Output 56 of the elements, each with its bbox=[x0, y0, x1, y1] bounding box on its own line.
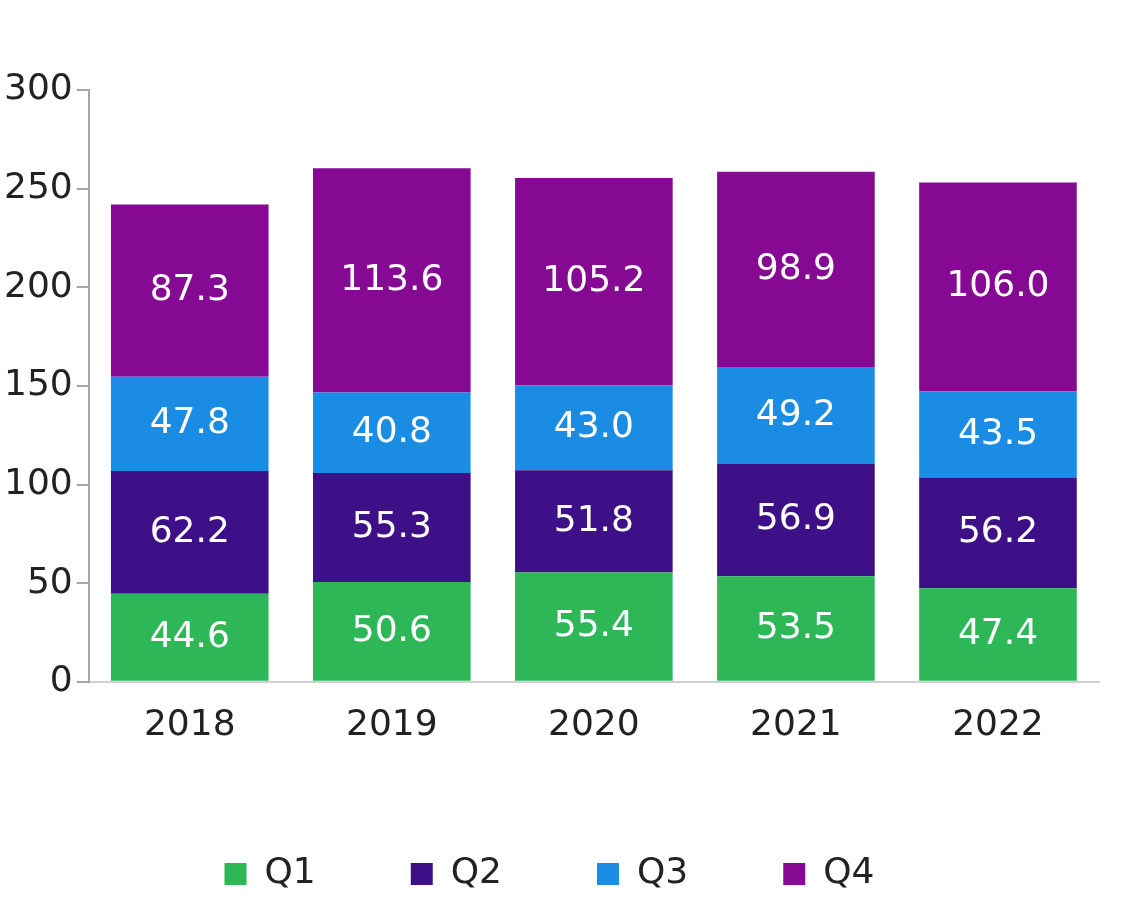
legend-label: Q3 bbox=[637, 850, 689, 892]
data-label: 56.9 bbox=[755, 496, 836, 538]
data-label: 44.6 bbox=[149, 613, 230, 655]
bar bbox=[515, 177, 673, 386]
bar bbox=[717, 464, 875, 577]
x-tick-label: 2022 bbox=[952, 701, 1044, 743]
data-label: 43.5 bbox=[957, 410, 1039, 452]
bar bbox=[515, 572, 673, 681]
bar bbox=[919, 182, 1077, 392]
data-label: 40.8 bbox=[351, 409, 432, 451]
bar bbox=[313, 581, 471, 681]
y-tick-label: 250 bbox=[3, 164, 73, 206]
bar bbox=[110, 204, 269, 377]
data-label: 106.0 bbox=[946, 263, 1050, 305]
bar bbox=[110, 593, 269, 681]
data-label: 51.8 bbox=[553, 497, 634, 539]
bar bbox=[717, 366, 875, 465]
x-tick-label: 2018 bbox=[143, 701, 236, 743]
bar bbox=[313, 392, 471, 473]
data-label: 105.2 bbox=[542, 258, 646, 300]
y-tick-label: 150 bbox=[3, 362, 73, 404]
y-tick-label: 300 bbox=[3, 66, 73, 108]
data-label: 50.6 bbox=[351, 607, 432, 649]
x-tick-label: 2020 bbox=[548, 701, 640, 743]
data-label: 55.4 bbox=[553, 603, 634, 645]
y-tick-label: 0 bbox=[49, 658, 73, 700]
data-label: 47.4 bbox=[957, 610, 1039, 652]
data-label: 55.3 bbox=[351, 503, 432, 545]
legend-label: Q4 bbox=[823, 850, 875, 892]
data-label: 49.2 bbox=[755, 391, 836, 433]
data-label: 53.5 bbox=[755, 604, 836, 646]
bar bbox=[313, 168, 471, 393]
y-tick-label: 50 bbox=[26, 559, 73, 601]
legend-label: Q1 bbox=[264, 850, 316, 892]
bar bbox=[515, 385, 673, 471]
legend-label: Q2 bbox=[450, 850, 503, 892]
y-tick-label: 100 bbox=[3, 460, 73, 502]
data-label: 62.2 bbox=[149, 508, 230, 550]
bar bbox=[919, 391, 1077, 478]
data-label: 47.8 bbox=[149, 400, 230, 442]
data-label: 56.2 bbox=[957, 509, 1039, 551]
bar bbox=[717, 576, 875, 681]
data-label: 113.6 bbox=[340, 256, 444, 298]
bar bbox=[110, 471, 269, 594]
bar bbox=[919, 588, 1077, 681]
x-tick-label: 2019 bbox=[345, 701, 438, 743]
bar bbox=[313, 472, 471, 582]
bar bbox=[110, 376, 269, 472]
x-tick-label: 2021 bbox=[750, 701, 842, 743]
bar bbox=[919, 477, 1077, 589]
bar bbox=[717, 171, 875, 367]
data-label: 87.3 bbox=[149, 267, 230, 309]
data-label: 43.0 bbox=[553, 404, 634, 446]
bar bbox=[515, 470, 673, 573]
data-label: 98.9 bbox=[755, 245, 836, 287]
y-tick-label: 200 bbox=[3, 263, 73, 305]
